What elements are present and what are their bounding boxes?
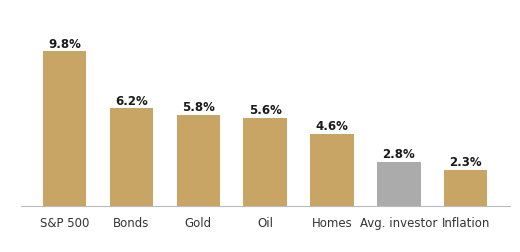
Bar (177, 115, 220, 207)
Text: 2.8%: 2.8% (383, 148, 415, 161)
Text: 6.2%: 6.2% (115, 94, 148, 107)
Text: 5.6%: 5.6% (249, 104, 282, 116)
Text: 4.6%: 4.6% (316, 119, 348, 132)
Text: 2.3%: 2.3% (449, 155, 482, 169)
Bar (243, 118, 287, 207)
Bar (310, 134, 354, 207)
Bar (377, 163, 421, 207)
Text: 9.8%: 9.8% (48, 38, 81, 50)
Text: 5.8%: 5.8% (182, 101, 215, 113)
Bar (444, 170, 487, 207)
Bar (110, 109, 153, 207)
Bar (43, 52, 86, 207)
